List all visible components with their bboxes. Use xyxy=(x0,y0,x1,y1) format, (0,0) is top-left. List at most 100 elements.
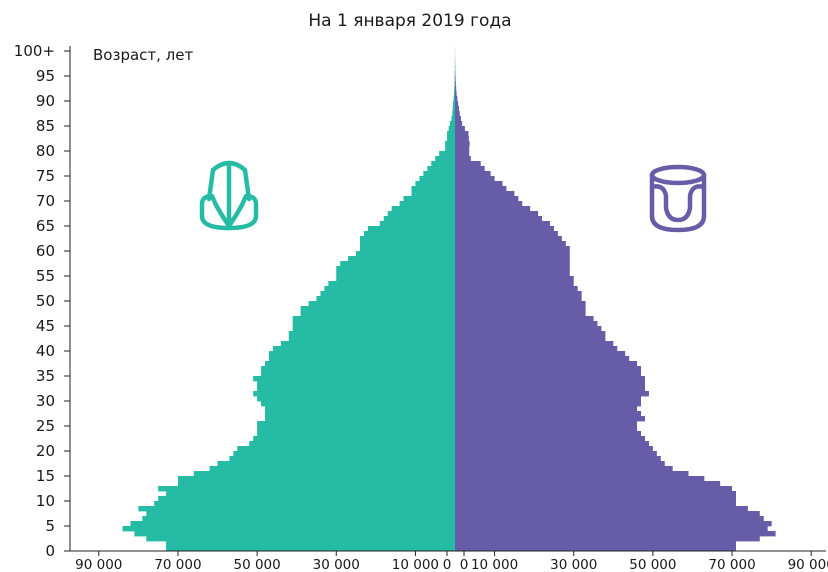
left-bar-age-60 xyxy=(360,246,455,252)
left-bar-age-7 xyxy=(146,511,455,517)
x-tick-label: 50 000 xyxy=(233,557,280,572)
left-bar-age-75 xyxy=(423,171,455,177)
y-tick-label: 70 xyxy=(36,192,55,210)
left-bar-age-21 xyxy=(249,441,455,447)
y-tick-label: 75 xyxy=(36,167,55,185)
left-bar-age-43 xyxy=(288,331,455,337)
right-bar-age-50 xyxy=(455,296,582,302)
right-bar-age-41 xyxy=(455,341,614,347)
left-bar-age-15 xyxy=(193,471,455,477)
right-bar-age-62 xyxy=(455,236,562,242)
left-bar-age-89 xyxy=(453,101,455,107)
left-bar-age-53 xyxy=(328,281,455,287)
y-tick-label: 30 xyxy=(36,392,55,410)
left-bar-age-2 xyxy=(146,536,455,542)
left-bar-age-66 xyxy=(383,216,455,222)
right-bar-age-13 xyxy=(455,481,721,487)
right-bar-age-77 xyxy=(455,161,481,167)
right-bar-age-40 xyxy=(455,346,618,352)
left-bar-age-22 xyxy=(253,436,455,442)
left-bar-age-83 xyxy=(447,131,455,137)
right-bar-age-12 xyxy=(455,486,733,492)
left-bar-age-67 xyxy=(387,211,455,217)
right-bar-age-69 xyxy=(455,201,523,207)
left-bar-age-88 xyxy=(452,106,455,112)
right-bar-age-25 xyxy=(455,421,638,427)
left-bar-age-85 xyxy=(449,121,455,127)
left-bar-age-10 xyxy=(158,496,455,502)
right-bar-age-78 xyxy=(455,156,471,162)
left-bar-age-78 xyxy=(435,156,455,162)
right-bar-age-65 xyxy=(455,221,550,227)
y-tick-label: 10 xyxy=(36,492,55,510)
left-bar-age-56 xyxy=(336,266,455,272)
left-bar-age-51 xyxy=(320,291,455,297)
left-bar-age-9 xyxy=(154,501,455,507)
left-bar-age-4 xyxy=(122,526,455,532)
left-bar-age-61 xyxy=(360,241,455,247)
left-bar-age-28 xyxy=(265,406,455,412)
right-bar-age-91 xyxy=(455,91,457,97)
right-bar-age-10 xyxy=(455,496,737,502)
left-bar-age-70 xyxy=(403,196,455,202)
left-series-bars xyxy=(122,46,455,552)
left-bar-age-32 xyxy=(257,386,455,392)
right-bar-age-36 xyxy=(455,366,642,372)
left-bar-age-47 xyxy=(300,311,455,317)
right-bar-age-39 xyxy=(455,351,626,357)
right-bar-age-19 xyxy=(455,451,657,457)
right-bar-age-29 xyxy=(455,401,642,407)
left-bar-age-82 xyxy=(447,136,455,142)
right-bar-age-51 xyxy=(455,291,582,297)
right-bar-age-52 xyxy=(455,286,578,292)
y-tick-label: 40 xyxy=(36,342,55,360)
left-bar-age-20 xyxy=(237,446,455,452)
left-bar-age-33 xyxy=(257,381,455,387)
left-bar-age-36 xyxy=(261,366,455,372)
left-bar-age-30 xyxy=(257,396,455,402)
right-bar-age-31 xyxy=(455,391,649,397)
left-bar-age-65 xyxy=(379,221,455,227)
left-bar-age-6 xyxy=(142,516,455,522)
right-bar-age-48 xyxy=(455,306,586,312)
right-bar-age-92 xyxy=(455,86,457,92)
y-tick-label: 20 xyxy=(36,442,55,460)
x-tick-label: 70 000 xyxy=(708,557,755,572)
right-bar-age-16 xyxy=(455,466,673,472)
right-bar-age-59 xyxy=(455,251,570,257)
left-bar-age-81 xyxy=(445,141,455,147)
y-tick-label: 80 xyxy=(36,142,55,160)
left-bar-age-92 xyxy=(454,86,455,92)
right-bar-age-8 xyxy=(455,506,748,512)
left-bar-age-59 xyxy=(356,251,455,257)
y-tick-label: 50 xyxy=(36,292,55,310)
right-bar-age-66 xyxy=(455,216,543,222)
right-bar-age-58 xyxy=(455,256,570,262)
left-bar-age-27 xyxy=(265,411,455,417)
y-tick-label: 85 xyxy=(36,117,55,135)
right-bar-age-60 xyxy=(455,246,570,252)
right-bar-age-72 xyxy=(455,186,507,192)
right-bar-age-26 xyxy=(455,416,645,422)
right-bar-age-44 xyxy=(455,326,602,332)
right-bar-age-34 xyxy=(455,376,645,382)
right-bar-age-0 xyxy=(455,546,737,552)
right-bar-age-47 xyxy=(455,311,586,317)
left-bar-age-16 xyxy=(209,466,455,472)
left-bar-age-57 xyxy=(340,261,455,267)
right-bar-age-53 xyxy=(455,281,574,287)
right-bar-age-55 xyxy=(455,271,570,277)
left-bar-age-73 xyxy=(415,181,455,187)
right-bar-age-73 xyxy=(455,181,503,187)
right-bar-age-76 xyxy=(455,166,485,172)
left-bar-age-13 xyxy=(177,481,455,487)
left-bar-age-74 xyxy=(419,176,455,182)
left-bar-age-17 xyxy=(217,461,455,467)
right-bar-age-82 xyxy=(455,136,469,142)
left-bar-age-63 xyxy=(363,231,455,237)
right-bar-age-70 xyxy=(455,196,519,202)
left-bar-age-14 xyxy=(177,476,455,482)
right-bar-age-32 xyxy=(455,386,645,392)
right-bar-age-18 xyxy=(455,456,661,462)
left-bar-age-46 xyxy=(292,316,455,322)
